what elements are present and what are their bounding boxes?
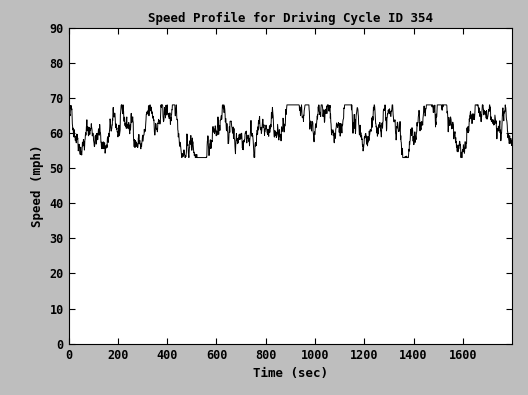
X-axis label: Time (sec): Time (sec) bbox=[253, 367, 328, 380]
Y-axis label: Speed (mph): Speed (mph) bbox=[31, 145, 44, 227]
Title: Speed Profile for Driving Cycle ID 354: Speed Profile for Driving Cycle ID 354 bbox=[148, 12, 433, 25]
